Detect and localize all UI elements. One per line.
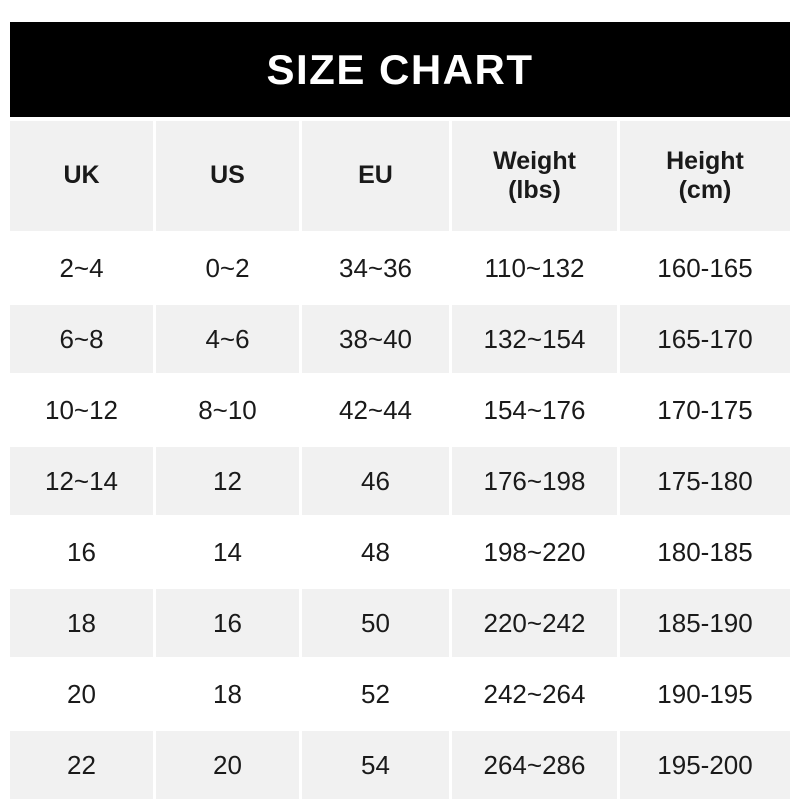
- cell-us: 18: [156, 660, 302, 731]
- cell-uk: 12~14: [10, 447, 156, 518]
- cell-weight: 264~286: [452, 731, 620, 799]
- header-row: UK US EU Weight (lbs) Height (cm): [10, 121, 790, 234]
- column-header-us: US: [156, 121, 302, 234]
- cell-eu: 42~44: [302, 376, 452, 447]
- cell-weight: 198~220: [452, 518, 620, 589]
- column-header-uk: UK: [10, 121, 156, 234]
- cell-uk: 10~12: [10, 376, 156, 447]
- table-row: 2~4 0~2 34~36 110~132 160-165: [10, 234, 790, 305]
- cell-us: 8~10: [156, 376, 302, 447]
- cell-us: 16: [156, 589, 302, 660]
- cell-height: 195-200: [620, 731, 790, 799]
- table-body: 2~4 0~2 34~36 110~132 160-165 6~8 4~6 38…: [10, 234, 790, 799]
- column-header-eu: EU: [302, 121, 452, 234]
- cell-weight: 220~242: [452, 589, 620, 660]
- column-header-weight-label: Weight: [493, 146, 576, 175]
- table-row: 22 20 54 264~286 195-200: [10, 731, 790, 799]
- cell-us: 12: [156, 447, 302, 518]
- cell-eu: 48: [302, 518, 452, 589]
- cell-uk: 6~8: [10, 305, 156, 376]
- table-header: UK US EU Weight (lbs) Height (cm): [10, 121, 790, 234]
- cell-eu: 50: [302, 589, 452, 660]
- cell-us: 14: [156, 518, 302, 589]
- column-header-height: Height (cm): [620, 121, 790, 234]
- cell-eu: 38~40: [302, 305, 452, 376]
- cell-height: 160-165: [620, 234, 790, 305]
- cell-height: 185-190: [620, 589, 790, 660]
- cell-uk: 18: [10, 589, 156, 660]
- cell-us: 0~2: [156, 234, 302, 305]
- column-header-weight-unit: (lbs): [508, 176, 561, 204]
- table-row: 16 14 48 198~220 180-185: [10, 518, 790, 589]
- cell-height: 190-195: [620, 660, 790, 731]
- size-chart-table: UK US EU Weight (lbs) Height (cm): [10, 121, 790, 799]
- table-row: 20 18 52 242~264 190-195: [10, 660, 790, 731]
- column-header-height-unit: (cm): [678, 176, 732, 204]
- cell-uk: 16: [10, 518, 156, 589]
- cell-weight: 132~154: [452, 305, 620, 376]
- cell-eu: 46: [302, 447, 452, 518]
- cell-eu: 34~36: [302, 234, 452, 305]
- cell-weight: 242~264: [452, 660, 620, 731]
- page-title: SIZE CHART: [266, 45, 534, 93]
- column-header-us-label: US: [210, 161, 245, 190]
- table-row: 10~12 8~10 42~44 154~176 170-175: [10, 376, 790, 447]
- cell-eu: 54: [302, 731, 452, 799]
- cell-height: 165-170: [620, 305, 790, 376]
- title-bar: SIZE CHART: [10, 22, 790, 117]
- cell-eu: 52: [302, 660, 452, 731]
- column-header-height-label: Height: [666, 146, 744, 175]
- size-chart-container: SIZE CHART UK US EU Weight (lbs): [10, 22, 790, 799]
- column-header-uk-label: UK: [63, 161, 100, 190]
- cell-height: 175-180: [620, 447, 790, 518]
- column-header-weight: Weight (lbs): [452, 121, 620, 234]
- table-row: 18 16 50 220~242 185-190: [10, 589, 790, 660]
- cell-weight: 154~176: [452, 376, 620, 447]
- table-row: 12~14 12 46 176~198 175-180: [10, 447, 790, 518]
- cell-weight: 176~198: [452, 447, 620, 518]
- cell-height: 170-175: [620, 376, 790, 447]
- column-header-eu-label: EU: [358, 161, 393, 190]
- cell-height: 180-185: [620, 518, 790, 589]
- cell-us: 4~6: [156, 305, 302, 376]
- table-row: 6~8 4~6 38~40 132~154 165-170: [10, 305, 790, 376]
- cell-weight: 110~132: [452, 234, 620, 305]
- cell-uk: 20: [10, 660, 156, 731]
- cell-uk: 22: [10, 731, 156, 799]
- cell-uk: 2~4: [10, 234, 156, 305]
- cell-us: 20: [156, 731, 302, 799]
